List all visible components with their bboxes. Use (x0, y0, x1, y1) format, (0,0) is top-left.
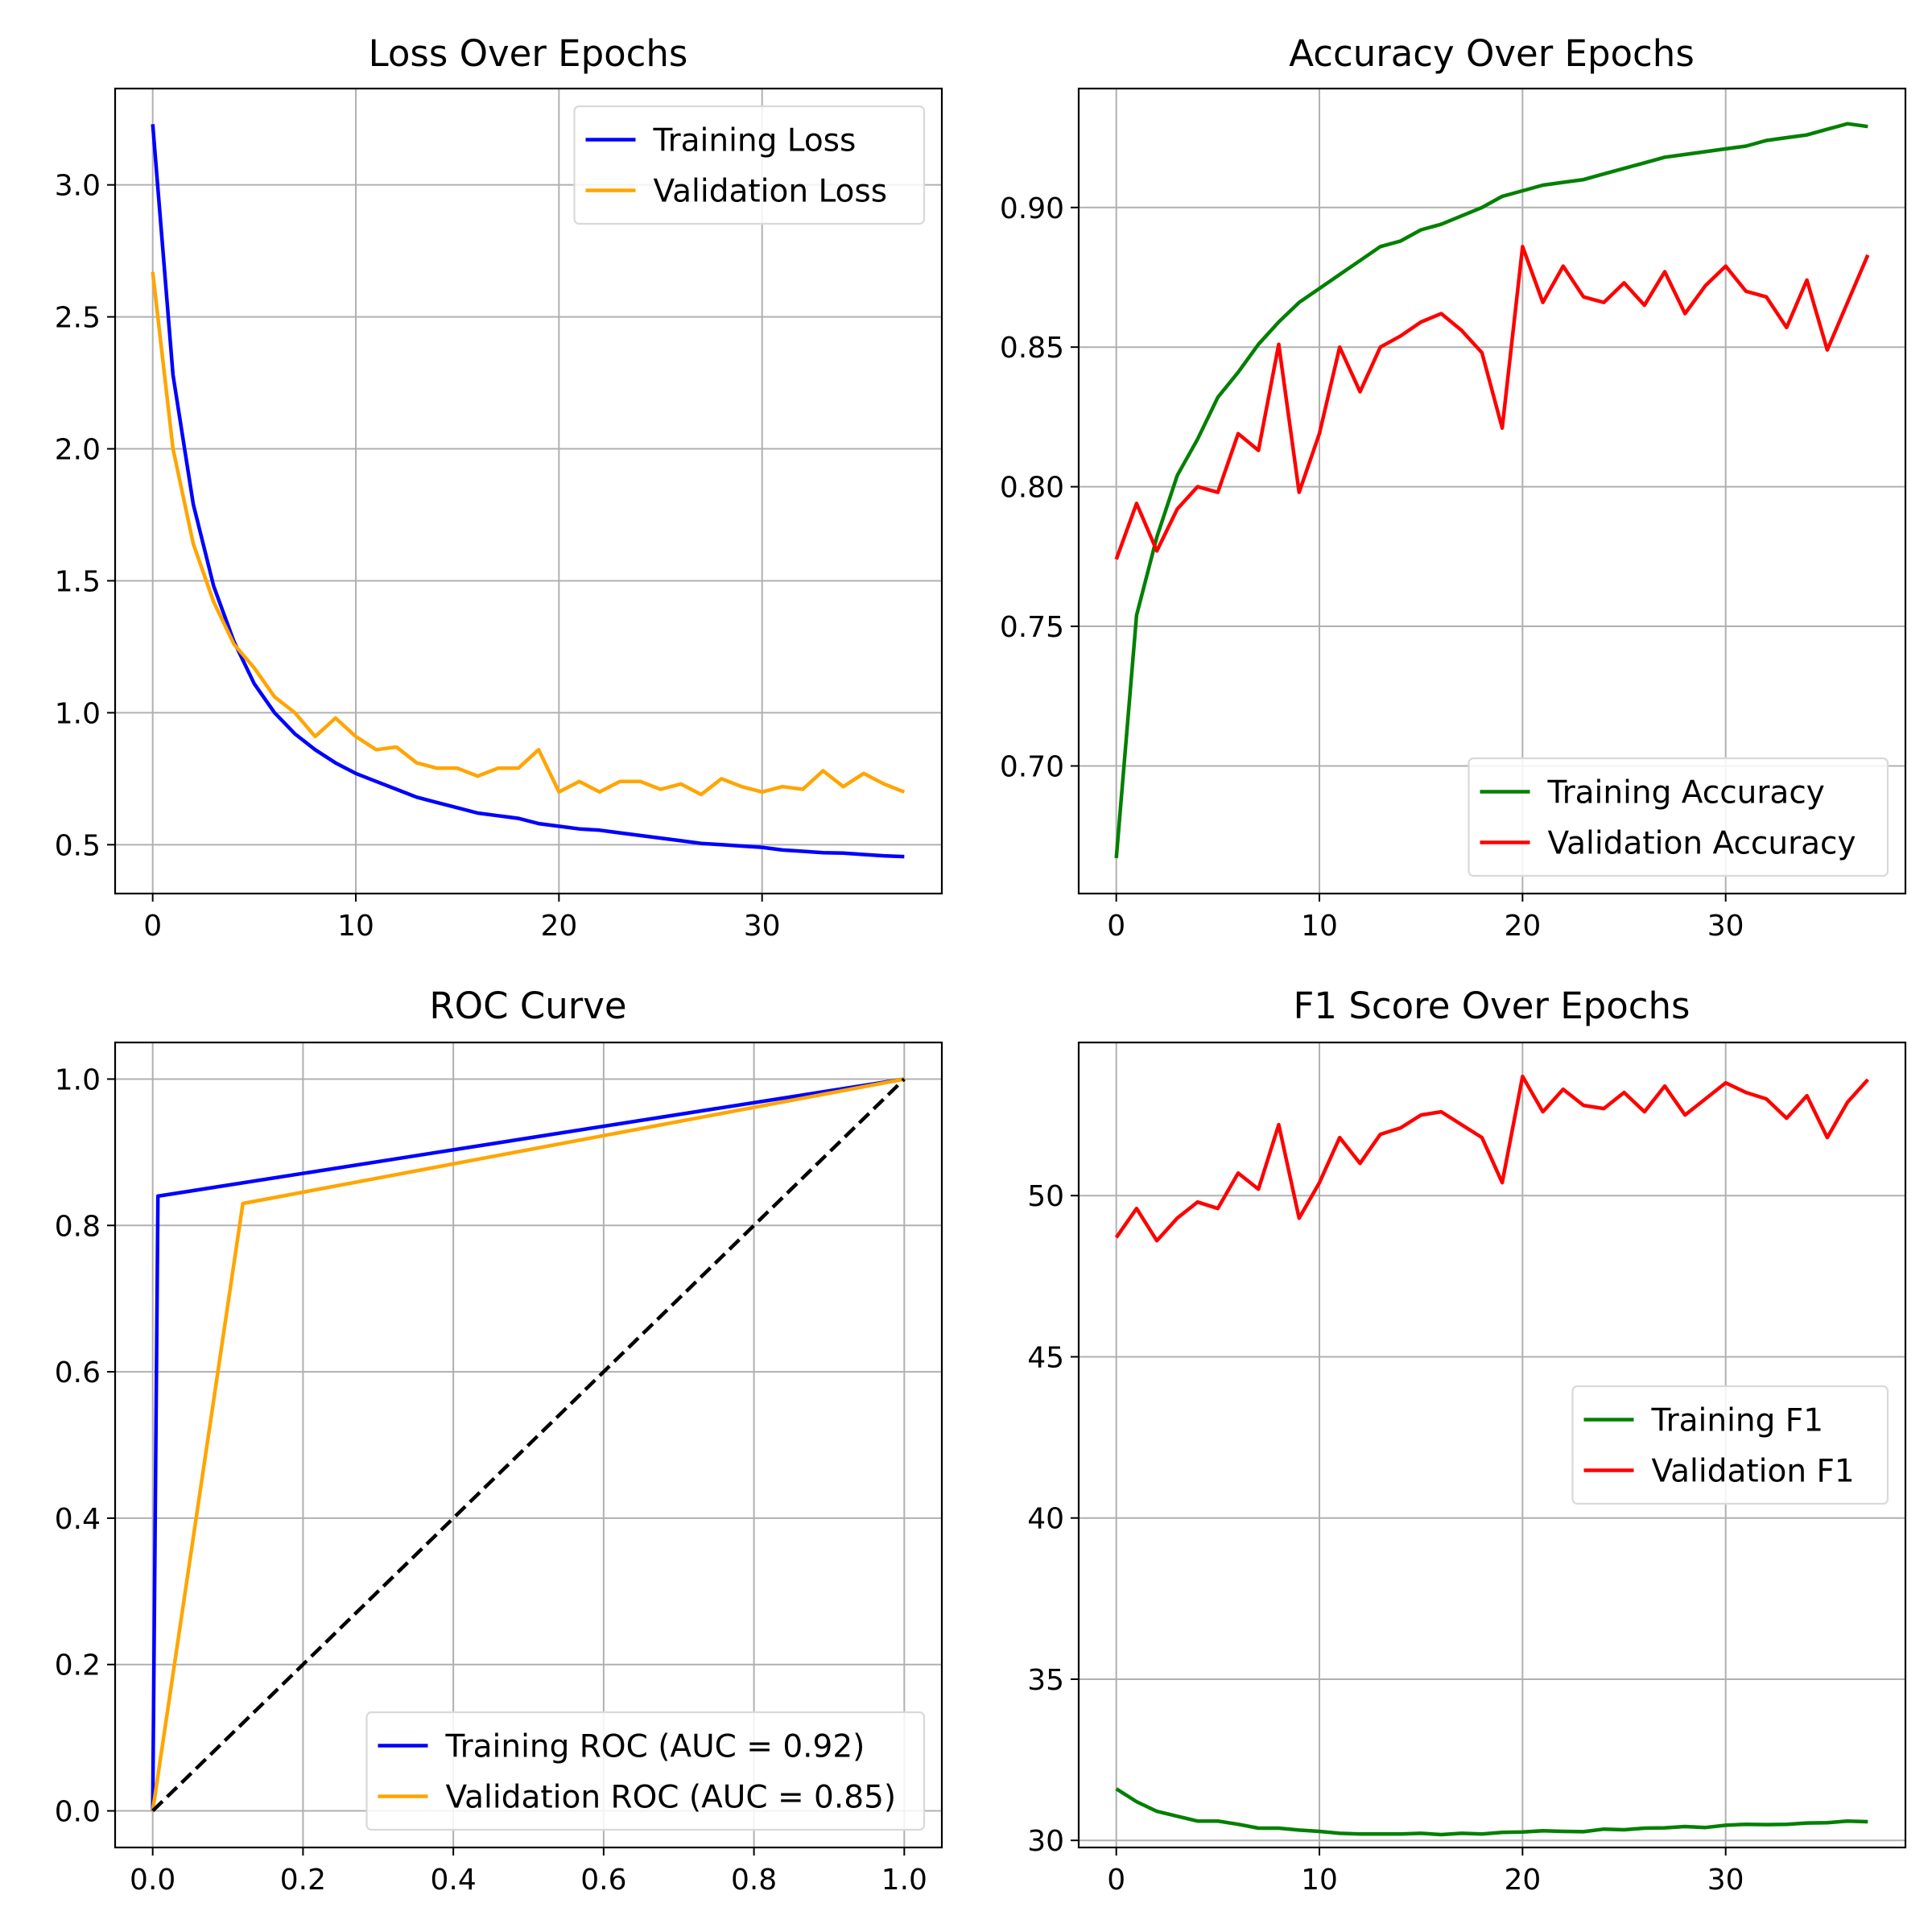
y-tick-label: 0.5 (55, 829, 101, 862)
plot-frame (1077, 1041, 1907, 1849)
legend-box (573, 105, 926, 225)
x-tick-label: 10 (337, 910, 374, 943)
chart-title: F1 Score Over Epochs (1294, 985, 1690, 1027)
series-line-validation-accuracy (1114, 245, 1870, 560)
legend-label: Training ROC (AUC = 0.92) (445, 1729, 865, 1765)
x-tick-label: 10 (1301, 910, 1338, 943)
legend-box (365, 1711, 926, 1831)
x-tick-label: 0 (1107, 910, 1125, 943)
y-tick-label: 0.2 (55, 1649, 101, 1682)
series-line-training-loss (151, 124, 905, 859)
y-tick-label: 1.0 (55, 697, 101, 730)
accuracy-chart: Accuracy Over Epochs 0 10 20 30 0.70 0.75 0.80… (1000, 32, 1907, 943)
plot-frame (1077, 87, 1907, 895)
x-tick-label: 0.8 (731, 1864, 777, 1897)
x-tick-label: 20 (540, 910, 577, 943)
y-tick-label: 0.6 (55, 1356, 101, 1389)
x-tick-label: 10 (1301, 1864, 1338, 1897)
y-tick-label: 2.0 (55, 434, 101, 467)
loss-chart: Loss Over Epochs 0 10 20 30 0.5 1.0 1.5 2.0 2.5 3… (55, 32, 943, 943)
legend-label: Training F1 (1651, 1403, 1824, 1439)
x-tick-label: 0 (143, 910, 162, 943)
y-tick-label: 0.80 (1000, 472, 1064, 505)
legend-box (1468, 757, 1889, 877)
legend-label: Training Loss (653, 123, 857, 159)
x-tick-label: 0.0 (130, 1864, 175, 1897)
y-tick-label: 0.75 (1000, 611, 1064, 644)
x-tick-label: 0.4 (431, 1864, 477, 1897)
x-tick-label: 20 (1504, 1864, 1541, 1897)
x-tick-label: 30 (744, 910, 781, 943)
f1-chart: F1 Score Over Epochs 0 10 20 30 30 35 40 45 50 Tr… (1027, 985, 1907, 1897)
chart-title: Loss Over Epochs (369, 32, 688, 75)
legend-label: Validation Accuracy (1548, 826, 1856, 862)
y-tick-label: 0.4 (55, 1503, 101, 1536)
plot-frame (114, 1041, 943, 1849)
y-tick-label: 45 (1027, 1341, 1064, 1374)
legend-label: Validation F1 (1652, 1454, 1855, 1490)
chart-title: Accuracy Over Epochs (1289, 32, 1695, 75)
x-tick-label: 30 (1707, 910, 1744, 943)
x-tick-label: 0.2 (280, 1864, 326, 1897)
legend: Training Loss Validation Loss (573, 105, 926, 225)
roc-chart: ROC Curve 0.0 0.2 0.4 0.6 0.8 1.0 0.0 0.2 0.4 0.6… (55, 985, 943, 1897)
y-tick-label: 0.90 (1000, 192, 1064, 225)
series-line-training-roc-auc-0-92 (151, 1077, 905, 1811)
y-tick-label: 35 (1027, 1664, 1064, 1697)
y-tick-label: 1.0 (55, 1063, 101, 1096)
legend-label: Validation Loss (654, 174, 888, 210)
y-tick-label: 40 (1027, 1503, 1064, 1536)
y-tick-label: 0.70 (1000, 750, 1064, 783)
x-tick-label: 1.0 (881, 1864, 927, 1897)
x-tick-label: 20 (1504, 910, 1541, 943)
legend: Training Accuracy Validation Accuracy (1468, 757, 1889, 877)
series-line-validation-loss (151, 271, 906, 797)
series-line-training-f1 (1115, 1787, 1868, 1837)
legend-label: Validation ROC (AUC = 0.85) (446, 1780, 897, 1816)
legend-box (1571, 1385, 1889, 1505)
chance-diagonal-line (151, 1077, 906, 1813)
chart-title: ROC Curve (429, 985, 626, 1027)
x-tick-label: 0.6 (580, 1864, 626, 1897)
y-tick-label: 0.85 (1000, 332, 1064, 365)
legend: Training F1 Validation F1 (1571, 1385, 1889, 1505)
series-line-training-accuracy (1114, 122, 1868, 859)
y-tick-label: 0.0 (55, 1796, 101, 1829)
series-line-validation-roc-auc-0-85 (151, 1077, 905, 1811)
y-tick-label: 2.5 (55, 302, 101, 335)
y-tick-label: 3.0 (55, 170, 101, 203)
plot-frame (114, 87, 943, 895)
y-tick-label: 1.5 (55, 565, 101, 598)
legend-label: Training Accuracy (1547, 775, 1825, 811)
y-tick-label: 0.8 (55, 1210, 101, 1243)
series-line-validation-f1 (1114, 1074, 1869, 1243)
y-tick-label: 50 (1027, 1180, 1064, 1213)
x-tick-label: 0 (1107, 1864, 1125, 1897)
y-tick-label: 30 (1027, 1825, 1064, 1858)
x-tick-label: 30 (1707, 1864, 1744, 1897)
legend: Training ROC (AUC = 0.92) Validation ROC … (365, 1711, 926, 1831)
